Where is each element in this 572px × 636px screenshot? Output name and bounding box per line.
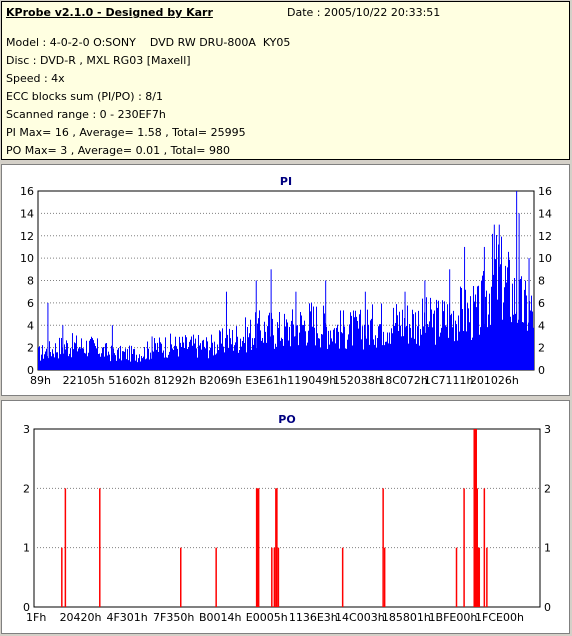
pi-ytick-right: 10 bbox=[538, 252, 552, 265]
po-ytick-left: 2 bbox=[23, 482, 30, 495]
po-xtick: B0014h bbox=[199, 611, 242, 624]
pi-ytick-left: 12 bbox=[20, 230, 34, 243]
pi-xtick: B2069h bbox=[199, 374, 242, 387]
info-speed: Speed : 4x bbox=[6, 72, 65, 85]
pi-ytick-right: 0 bbox=[538, 364, 545, 377]
pi-ytick-right: 6 bbox=[538, 297, 545, 310]
po-ytick-right: 3 bbox=[544, 423, 551, 436]
po-xtick: 1Fh bbox=[26, 611, 46, 624]
info-ecc-sum: ECC blocks sum (PI/PO) : 8/1 bbox=[6, 90, 163, 103]
po-xtick: 7F350h bbox=[153, 611, 194, 624]
po-ytick-left: 0 bbox=[23, 601, 30, 614]
po-ytick-right: 0 bbox=[544, 601, 551, 614]
pi-ytick-right: 14 bbox=[538, 207, 552, 220]
po-chart-panel: PO 0 0 1 1 2 2 3 3 1Fh 20420h 4F301h 7F350h B0014h E00… bbox=[1, 400, 570, 634]
info-model: Model : 4-0-2-0 O:SONY DVD RW DRU-800A K… bbox=[6, 36, 291, 49]
pi-xtick: 18C072h bbox=[378, 374, 428, 387]
pi-chart-panel: PI 0 0 2 2 4 4 6 6 8 8 10 10 12 12 14 14 16 16 89h 22105h 516… bbox=[1, 164, 570, 396]
pi-ytick-left: 0 bbox=[27, 364, 34, 377]
pi-xtick: 1C7111h bbox=[424, 374, 474, 387]
scan-date: Date : 2005/10/22 20:33:51 bbox=[287, 6, 441, 19]
pi-ytick-left: 14 bbox=[20, 207, 34, 220]
pi-xtick: 22105h bbox=[63, 374, 105, 387]
pi-series bbox=[38, 191, 534, 370]
pi-ytick-right: 2 bbox=[538, 342, 545, 355]
app-title: KProbe v2.1.0 - Designed by Karr bbox=[6, 6, 213, 19]
info-panel: KProbe v2.1.0 - Designed by Karr Date : … bbox=[1, 1, 570, 160]
po-xtick: 4F301h bbox=[106, 611, 147, 624]
po-ytick-left: 1 bbox=[23, 542, 30, 555]
pi-chart-title: PI bbox=[280, 175, 292, 188]
po-xtick: 20420h bbox=[60, 611, 102, 624]
pi-ytick-right: 12 bbox=[538, 230, 552, 243]
pi-chart: PI 0 0 2 2 4 4 6 6 8 8 10 10 12 12 14 14 16 16 89h 22105h 516… bbox=[20, 175, 552, 387]
pi-xtick: 51602h bbox=[108, 374, 150, 387]
pi-xtick: 81292h bbox=[154, 374, 196, 387]
pi-ytick-left: 16 bbox=[20, 185, 34, 198]
info-po-stats: PO Max= 3 , Average= 0.01 , Total= 980 bbox=[6, 144, 230, 157]
pi-xtick: 89h bbox=[30, 374, 51, 387]
po-plot-area bbox=[33, 428, 541, 608]
info-disc: Disc : DVD-R , MXL RG03 [Maxell] bbox=[6, 54, 191, 67]
pi-ytick-right: 16 bbox=[538, 185, 552, 198]
pi-ytick-left: 8 bbox=[27, 275, 34, 288]
po-chart: PO 0 0 1 1 2 2 3 3 1Fh 20420h 4F301h 7F350h B0014h E00… bbox=[23, 413, 551, 624]
po-chart-title: PO bbox=[278, 413, 295, 426]
po-xtick: E0005h bbox=[246, 611, 288, 624]
pi-xtick: E3E61h bbox=[245, 374, 287, 387]
pi-xtick: 201026h bbox=[470, 374, 519, 387]
po-ytick-right: 2 bbox=[544, 482, 551, 495]
pi-xtick: 119049h bbox=[287, 374, 336, 387]
po-xtick: 1136E3h bbox=[289, 611, 338, 624]
po-series bbox=[61, 429, 488, 607]
po-xtick: 185801h bbox=[382, 611, 431, 624]
po-xtick: 1FCE00h bbox=[475, 611, 524, 624]
po-ytick-right: 1 bbox=[544, 542, 551, 555]
pi-ytick-right: 4 bbox=[538, 319, 545, 332]
pi-ytick-right: 8 bbox=[538, 275, 545, 288]
info-scanned-range: Scanned range : 0 - 230EF7h bbox=[6, 108, 166, 121]
pi-ytick-left: 6 bbox=[27, 297, 34, 310]
po-xtick: 1BFE00h bbox=[429, 611, 478, 624]
po-ytick-left: 3 bbox=[23, 423, 30, 436]
pi-ytick-left: 10 bbox=[20, 252, 34, 265]
po-xtick: 14C003h bbox=[335, 611, 385, 624]
pi-ytick-left: 4 bbox=[27, 319, 34, 332]
pi-xtick: 152038h bbox=[333, 374, 382, 387]
pi-ytick-left: 2 bbox=[27, 342, 34, 355]
info-pi-stats: PI Max= 16 , Average= 1.58 , Total= 2599… bbox=[6, 126, 246, 139]
